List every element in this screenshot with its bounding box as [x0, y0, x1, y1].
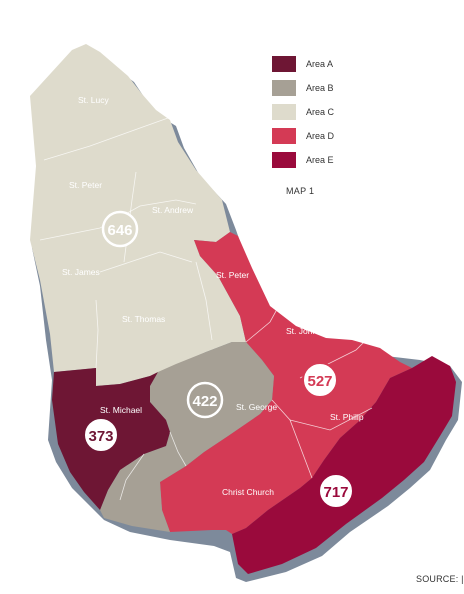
badge-area-d: 527 — [302, 362, 338, 398]
legend-item: Area A — [272, 52, 334, 76]
legend-swatch-area-c — [272, 104, 296, 120]
badge-area-c: 646 — [101, 210, 139, 248]
badge-area-e-value: 717 — [323, 484, 348, 501]
badge-area-d-value: 527 — [307, 373, 332, 390]
parish-label-st-philip: St. Philip — [330, 412, 364, 422]
legend-label: Area A — [306, 59, 334, 69]
parish-label-christ-church: Christ Church — [222, 487, 274, 497]
region-area-c — [30, 44, 246, 386]
legend-label: Area D — [306, 131, 335, 141]
legend-label: Area C — [306, 107, 335, 117]
legend-item: Area D — [272, 124, 334, 148]
badge-area-b: 422 — [186, 381, 224, 419]
parish-label-st-lucy: St. Lucy — [78, 95, 109, 105]
legend-item: Area C — [272, 100, 334, 124]
legend-swatch-area-d — [272, 128, 296, 144]
region-area-e — [232, 356, 456, 574]
parish-label-st-james: St. James — [62, 267, 100, 277]
legend-swatch-area-e — [272, 152, 296, 168]
region-area-b — [100, 342, 274, 532]
parish-label-st-george: St. George — [236, 402, 277, 412]
map-title: MAP 1 — [286, 186, 315, 196]
parish-label-st-thomas: St. Thomas — [122, 314, 165, 324]
badge-area-c-value: 646 — [107, 222, 132, 239]
badge-area-e: 717 — [318, 473, 354, 509]
legend-label: Area B — [306, 83, 334, 93]
legend-item: Area E — [272, 148, 334, 172]
parish-label-st-michael: St. Michael — [100, 405, 142, 415]
legend-label: Area E — [306, 155, 334, 165]
parish-label-st-andrew: St. Andrew — [152, 205, 194, 215]
badge-area-a-value: 373 — [88, 428, 113, 445]
parish-label-st-peter-north: St. Peter — [69, 180, 102, 190]
parish-label-st-peter-east: St. Peter — [216, 270, 249, 280]
legend-swatch-area-b — [272, 80, 296, 96]
legend: Area A Area B Area C Area D Area E — [272, 52, 334, 172]
badge-area-b-value: 422 — [192, 393, 217, 410]
legend-item: Area B — [272, 76, 334, 100]
legend-swatch-area-a — [272, 56, 296, 72]
parish-labels: St. Lucy St. Peter St. Andrew St. James … — [62, 95, 364, 497]
source-note: SOURCE: | — [416, 574, 464, 584]
parish-label-st-john: St. John — [286, 326, 317, 336]
badge-area-a: 373 — [83, 417, 119, 453]
region-area-d — [160, 232, 412, 534]
